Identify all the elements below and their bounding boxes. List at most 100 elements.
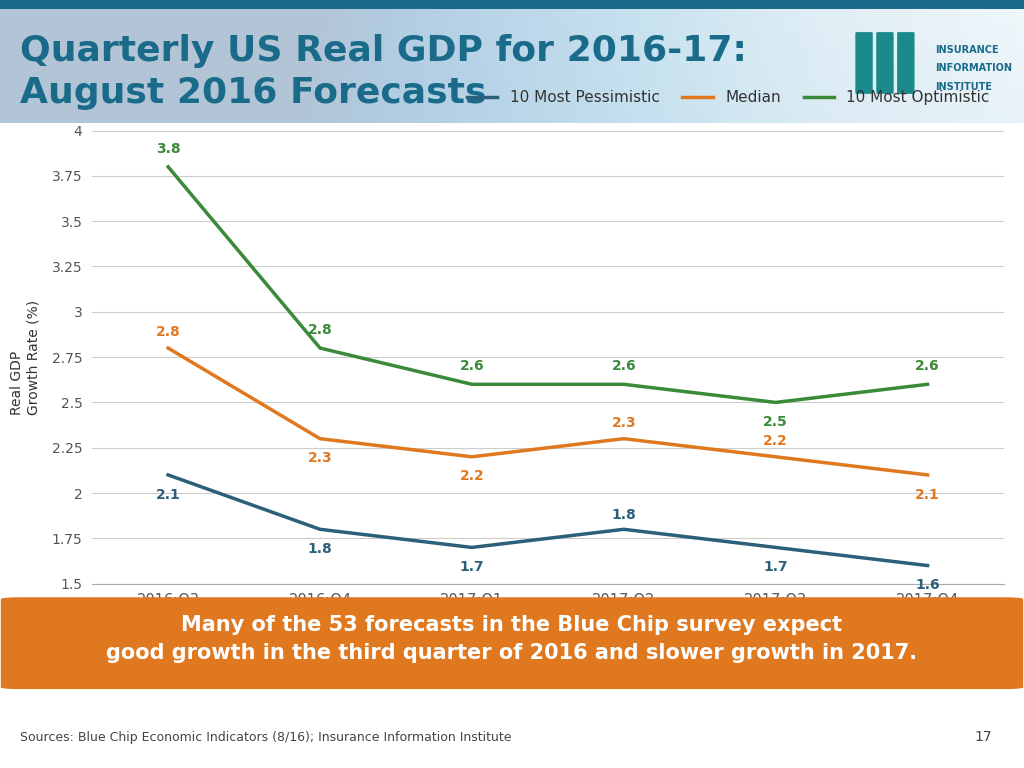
Bar	[0, 48, 1024, 49]
Text: 2.1: 2.1	[156, 488, 180, 502]
Bar	[0, 70, 1024, 71]
Bar	[0, 103, 1024, 104]
Bar	[0, 28, 1024, 29]
Bar	[0, 115, 1024, 117]
Bar	[0, 68, 1024, 69]
Bar	[0, 69, 1024, 70]
Bar	[0, 2, 1024, 4]
Bar	[0, 14, 1024, 15]
Bar	[0, 65, 1024, 66]
Bar	[0, 88, 1024, 90]
Bar	[0, 108, 1024, 109]
Bar	[0, 107, 1024, 108]
Bar	[0, 80, 1024, 81]
Bar	[0, 102, 1024, 103]
Bar	[0, 6, 1024, 8]
Bar	[0, 76, 1024, 78]
Bar	[0, 75, 1024, 76]
Text: 2.3: 2.3	[611, 415, 636, 429]
Bar	[0, 82, 1024, 84]
Text: 1.7: 1.7	[763, 560, 788, 574]
Bar	[0, 22, 1024, 23]
Bar	[0, 114, 1024, 115]
Bar	[0, 74, 1024, 75]
Text: INSTITUTE: INSTITUTE	[936, 82, 992, 92]
Y-axis label: Real GDP
Growth Rate (%): Real GDP Growth Rate (%)	[10, 300, 41, 415]
Bar	[0, 113, 1024, 114]
Text: 2.8: 2.8	[156, 325, 180, 339]
Bar	[0, 112, 1024, 113]
Bar	[0, 60, 1024, 61]
Bar	[0, 41, 1024, 43]
Bar	[0, 21, 1024, 22]
Bar	[0, 8, 1024, 10]
Bar	[0, 38, 1024, 39]
Bar	[0, 86, 1024, 88]
Bar	[0, 57, 1024, 58]
Bar	[0, 92, 1024, 94]
Bar	[0, 49, 1024, 51]
Bar	[0, 43, 1024, 45]
Bar	[0, 71, 1024, 72]
Bar	[0, 33, 1024, 35]
Bar	[0, 0, 1024, 8]
Bar	[0, 35, 1024, 37]
FancyBboxPatch shape	[855, 32, 872, 94]
Bar	[0, 119, 1024, 121]
Bar	[0, 106, 1024, 107]
Bar	[0, 84, 1024, 86]
Bar	[0, 16, 1024, 17]
Bar	[0, 55, 1024, 57]
Bar	[0, 15, 1024, 16]
Text: 2.1: 2.1	[915, 488, 940, 502]
Text: 2.5: 2.5	[763, 415, 788, 429]
Bar	[0, 25, 1024, 26]
Text: 2.3: 2.3	[307, 452, 333, 465]
Bar	[0, 90, 1024, 91]
Bar	[0, 18, 1024, 20]
FancyBboxPatch shape	[897, 32, 914, 94]
Bar	[0, 51, 1024, 53]
Bar	[0, 5, 1024, 6]
Bar	[0, 63, 1024, 64]
Bar	[0, 11, 1024, 12]
Bar	[0, 0, 1024, 2]
FancyBboxPatch shape	[877, 32, 894, 94]
Bar	[0, 101, 1024, 102]
Bar	[0, 81, 1024, 82]
Bar	[0, 59, 1024, 60]
Bar	[0, 37, 1024, 38]
Text: Sources: Blue Chip Economic Indicators (8/16); Insurance Information Institute: Sources: Blue Chip Economic Indicators (…	[20, 731, 512, 743]
Text: 2.6: 2.6	[460, 359, 484, 373]
FancyBboxPatch shape	[1, 598, 1023, 689]
Bar	[0, 47, 1024, 48]
Text: August 2016 Forecasts: August 2016 Forecasts	[20, 76, 487, 110]
Bar	[0, 20, 1024, 21]
Bar	[0, 39, 1024, 41]
Bar	[0, 104, 1024, 106]
Text: Quarterly US Real GDP for 2016-17:: Quarterly US Real GDP for 2016-17:	[20, 35, 748, 68]
Text: INSURANCE: INSURANCE	[936, 45, 999, 55]
Bar	[0, 54, 1024, 55]
Text: 2.8: 2.8	[307, 323, 333, 337]
Text: 17: 17	[974, 730, 992, 744]
Legend: 10 Most Pessimistic, Median, 10 Most Optimistic: 10 Most Pessimistic, Median, 10 Most Opt…	[461, 84, 996, 111]
Bar	[0, 121, 1024, 123]
Bar	[0, 97, 1024, 98]
Bar	[0, 31, 1024, 32]
Text: 1.7: 1.7	[460, 560, 484, 574]
Bar	[0, 91, 1024, 92]
Bar	[0, 109, 1024, 111]
Text: 2.2: 2.2	[763, 434, 788, 448]
Text: 1.8: 1.8	[307, 542, 333, 556]
Text: 1.6: 1.6	[915, 578, 940, 592]
Bar	[0, 10, 1024, 11]
Bar	[0, 23, 1024, 25]
Text: Many of the 53 forecasts in the Blue Chip survey expect
good growth in the third: Many of the 53 forecasts in the Blue Chi…	[106, 614, 918, 663]
Bar	[0, 78, 1024, 80]
Bar	[0, 100, 1024, 101]
Bar	[0, 61, 1024, 63]
Bar	[0, 72, 1024, 74]
Bar	[0, 45, 1024, 47]
Text: 2.6: 2.6	[611, 359, 636, 373]
